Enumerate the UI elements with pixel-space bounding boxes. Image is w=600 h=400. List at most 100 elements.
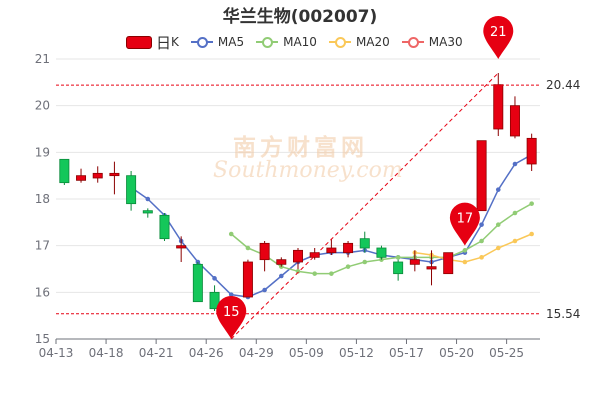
pin-label: 15 — [223, 305, 240, 320]
ma10-point — [529, 201, 534, 206]
legend-label-ma20: MA20 — [355, 35, 390, 49]
legend-label-daily: 日 — [156, 33, 172, 52]
ma10-point — [395, 255, 401, 260]
candle-body — [276, 259, 287, 265]
candle-body — [376, 247, 387, 258]
x-tick-label: 05-25 — [489, 346, 524, 360]
ma20-point — [495, 245, 501, 251]
pin-marker — [483, 15, 514, 60]
ma20-point — [512, 238, 518, 244]
legend-item-ma30[interactable]: MA30 — [401, 35, 463, 49]
candle-body — [192, 263, 203, 303]
ma5-point — [479, 222, 484, 227]
y-tick-label: 19 — [35, 145, 50, 159]
ma20-line — [414, 233, 532, 263]
candle-body — [409, 259, 420, 265]
legend-item-ma20[interactable]: MA20 — [328, 35, 390, 49]
ma10-point — [228, 231, 234, 237]
candle-body — [76, 175, 87, 181]
y-tick-label: 18 — [35, 192, 50, 206]
candle-body — [426, 266, 437, 270]
x-tick-label: 04-13 — [39, 346, 74, 360]
candle-body — [126, 175, 137, 205]
y-tick-label: 20 — [35, 99, 50, 113]
legend: 日 K MA5 MA10 MA20 MA30 — [126, 32, 475, 53]
watermark-bottom: Southmoney.com — [213, 158, 403, 183]
ma10-point — [345, 264, 351, 269]
legend-label-ma30: MA30 — [428, 35, 463, 49]
legend-item-ma10[interactable]: MA10 — [256, 35, 317, 49]
x-tick-label: 04-26 — [189, 346, 224, 360]
candle-body — [209, 291, 220, 310]
y-tick-label: 15 — [35, 332, 50, 346]
legend-item-daily-k[interactable]: 日 K — [126, 32, 179, 53]
y-tick-label: 21 — [35, 52, 50, 66]
x-tick-label: 04-18 — [89, 346, 124, 360]
candle-body — [509, 105, 520, 137]
watermark: 南方财富网 Southmoney.com — [205, 128, 415, 183]
line-marker-icon — [190, 36, 213, 48]
candle-body — [393, 261, 404, 275]
x-tick-label: 05-20 — [439, 346, 474, 360]
candle-body — [142, 210, 153, 214]
ma10-point — [512, 210, 518, 216]
candle-body — [242, 261, 253, 298]
candle-body — [326, 247, 337, 254]
ma5-point — [145, 196, 151, 202]
ma5-point — [512, 161, 518, 167]
ma10-point — [495, 222, 501, 227]
legend-label-k: K — [171, 35, 179, 49]
line-marker-icon — [401, 36, 424, 48]
ma5-point — [212, 276, 217, 281]
axis-layer: 15 16 17 18 19 20 21 04-13 04-18 04-21 04-26 04-29 0… — [35, 52, 540, 360]
candle-body — [109, 172, 120, 177]
candle-body — [92, 172, 103, 179]
candle-swatch-icon — [126, 35, 152, 49]
ma10-point — [479, 238, 484, 244]
pin-label: 21 — [490, 25, 507, 40]
ma10-point — [295, 269, 301, 274]
pin-marker — [216, 295, 247, 339]
x-tick-label: 05-09 — [289, 346, 324, 360]
ma5-point — [279, 273, 284, 279]
ma10-point — [245, 245, 251, 251]
ma10-point — [462, 248, 468, 253]
y-tick-label: 16 — [35, 285, 50, 299]
ma10-point — [329, 271, 334, 276]
candle-body — [309, 252, 320, 258]
legend-label-ma10: MA10 — [283, 35, 317, 49]
x-tick-label: 04-29 — [239, 346, 274, 360]
ma10-point — [279, 264, 284, 269]
candle-body — [159, 214, 170, 240]
ma20-point — [529, 231, 534, 237]
candle-body — [443, 252, 454, 275]
reference-line-label: 15.54 — [546, 307, 580, 321]
line-marker-icon — [328, 36, 351, 48]
legend-label-ma5: MA5 — [217, 35, 245, 49]
reference-line-label: 20.44 — [546, 78, 580, 92]
ma5-point — [262, 287, 267, 293]
annotation-layer: 20.44 15.54 15 17 21 — [56, 15, 580, 340]
candle-body — [359, 238, 370, 249]
y-tick-label: 17 — [35, 239, 50, 253]
chart-title: 华兰生物(002007) — [222, 7, 378, 27]
ma10-point — [312, 271, 317, 276]
pin-label: 17 — [457, 212, 474, 227]
candle-body — [59, 158, 70, 184]
candle-body — [343, 242, 354, 254]
legend-item-ma5[interactable]: MA5 — [190, 35, 245, 49]
pin-marker — [449, 202, 480, 246]
x-tick-label: 05-12 — [339, 346, 374, 360]
line-marker-icon — [256, 36, 279, 48]
candle-body — [259, 242, 270, 261]
watermark-top: 南方财富网 — [233, 135, 368, 161]
ma5-point — [228, 292, 234, 297]
ma20-point — [479, 255, 484, 260]
ma20-point — [462, 259, 468, 265]
ma10-point — [362, 259, 368, 265]
candle-body — [176, 245, 187, 249]
x-tick-label: 04-21 — [139, 346, 174, 360]
candle-body — [493, 84, 504, 130]
candle-body — [293, 249, 303, 263]
